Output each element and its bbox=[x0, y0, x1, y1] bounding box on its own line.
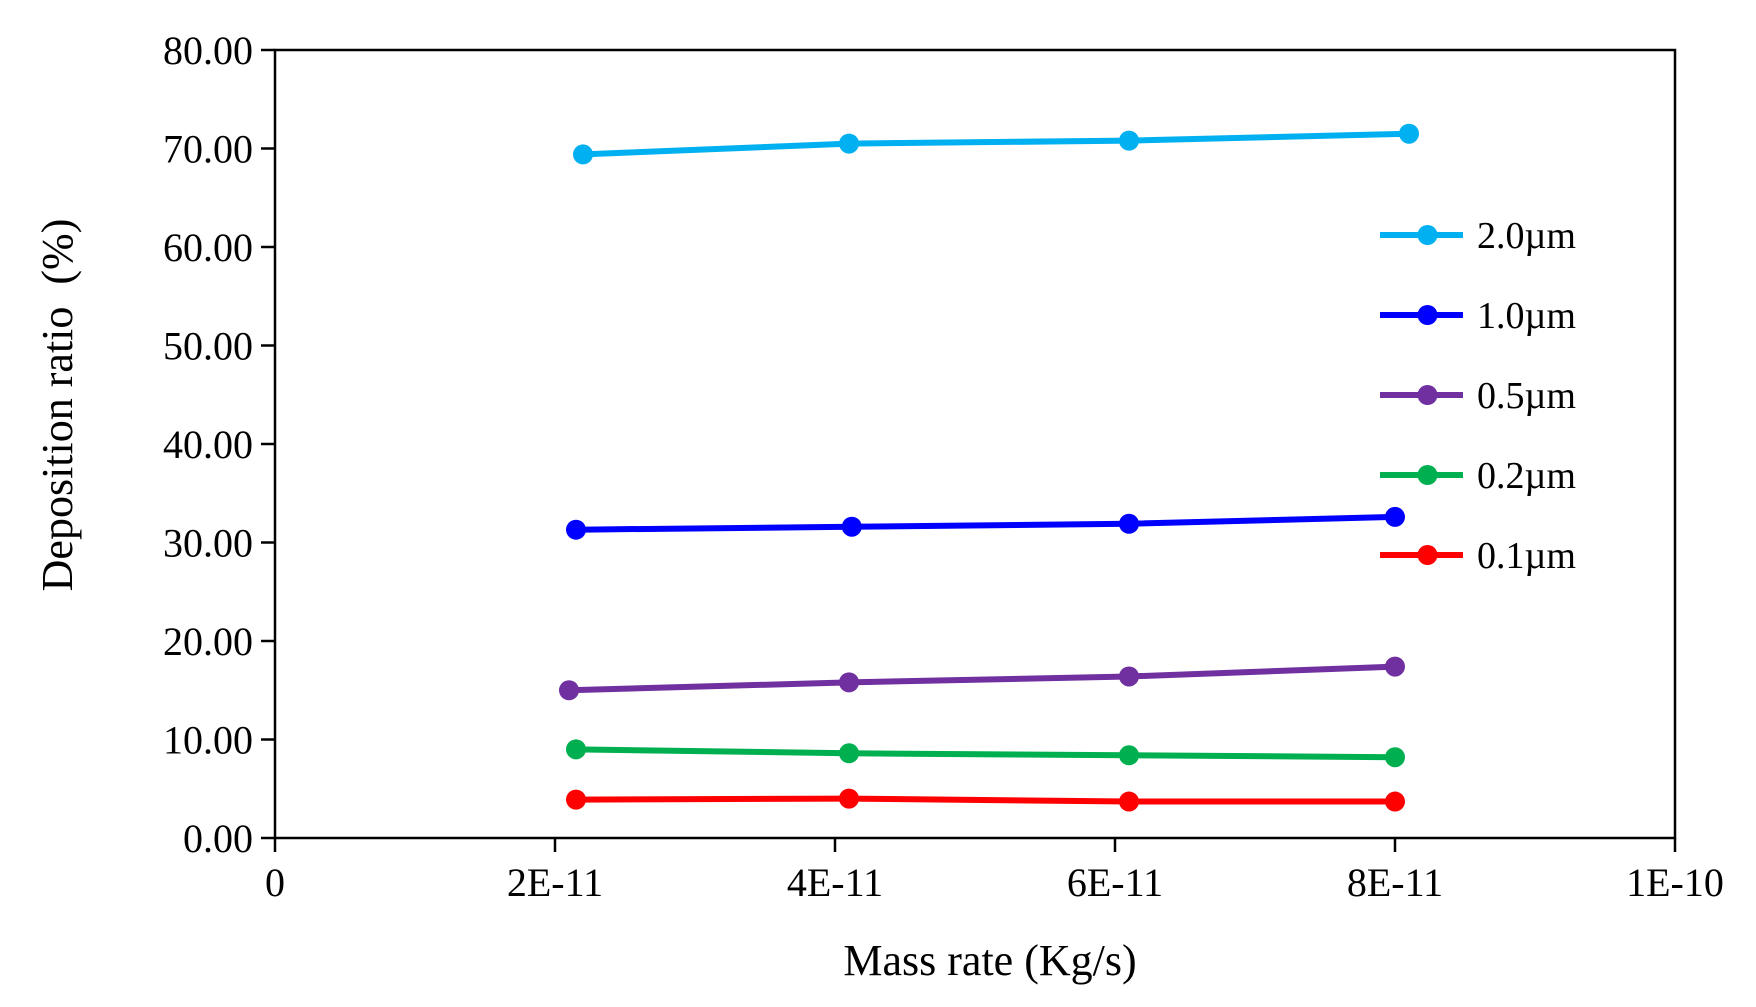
data-point bbox=[839, 672, 859, 693]
data-point bbox=[839, 788, 859, 809]
data-point bbox=[566, 519, 586, 540]
data-point bbox=[1399, 123, 1419, 144]
legend-marker bbox=[1417, 225, 1438, 245]
series-0 bbox=[573, 123, 1419, 165]
legend-marker bbox=[1417, 305, 1438, 325]
legend: 2.0µm 1.0µm 0.5µm 0.2µm 0.1µm bbox=[1380, 215, 1576, 577]
data-point bbox=[566, 789, 586, 810]
legend-item: 0.1µm bbox=[1380, 535, 1576, 577]
axes: 0.00 10.00 20.00 30.00 40.00 50.00 60.00 70.00 8… bbox=[163, 28, 1724, 905]
data-point bbox=[839, 133, 859, 154]
data-point bbox=[1385, 656, 1405, 677]
y-axis-title: Deposition ratio (%) bbox=[33, 219, 82, 592]
data-point bbox=[1119, 666, 1139, 687]
legend-marker bbox=[1417, 545, 1438, 565]
data-point bbox=[573, 144, 593, 165]
legend-label: 0.2µm bbox=[1477, 455, 1576, 497]
legend-marker bbox=[1417, 385, 1438, 405]
y-tick-label: 60.00 bbox=[163, 225, 253, 270]
data-point bbox=[841, 516, 862, 537]
series-layer bbox=[559, 123, 1419, 812]
series-line bbox=[568, 663, 1396, 694]
series-line bbox=[582, 130, 1410, 158]
data-point bbox=[1119, 130, 1139, 151]
legend-label: 0.5µm bbox=[1477, 375, 1576, 417]
data-point bbox=[559, 680, 579, 701]
data-point bbox=[1385, 506, 1405, 527]
legend-item: 0.2µm bbox=[1380, 455, 1576, 497]
data-point bbox=[1119, 745, 1139, 766]
series-4 bbox=[566, 788, 1405, 812]
series-line bbox=[575, 513, 1396, 533]
series-1 bbox=[566, 506, 1405, 540]
y-tick-label: 80.00 bbox=[163, 28, 253, 73]
data-point bbox=[839, 743, 859, 764]
legend-label: 2.0µm bbox=[1477, 215, 1576, 257]
y-tick-label: 40.00 bbox=[163, 422, 253, 467]
legend-item: 2.0µm bbox=[1380, 215, 1576, 257]
x-tick-label: 8E-11 bbox=[1347, 860, 1443, 905]
legend-label: 0.1µm bbox=[1477, 535, 1576, 577]
data-point bbox=[1119, 791, 1139, 812]
y-tick-label: 70.00 bbox=[163, 127, 253, 172]
series-line bbox=[575, 795, 1395, 805]
y-tick-label: 10.00 bbox=[163, 718, 253, 763]
x-tick-label: 4E-11 bbox=[787, 860, 883, 905]
data-point bbox=[1385, 747, 1405, 768]
x-tick-label: 2E-11 bbox=[507, 860, 603, 905]
series-line bbox=[575, 746, 1396, 761]
data-point bbox=[566, 739, 586, 760]
x-tick-label: 6E-11 bbox=[1067, 860, 1163, 905]
series-3 bbox=[566, 739, 1405, 768]
x-tick-label: 1E-10 bbox=[1626, 860, 1724, 905]
plot-area bbox=[273, 48, 1677, 840]
y-tick-label: 50.00 bbox=[163, 324, 253, 369]
x-tick-label: 0 bbox=[265, 860, 285, 905]
data-point bbox=[1385, 791, 1405, 812]
legend-marker bbox=[1417, 465, 1438, 485]
y-tick-label: 0.00 bbox=[183, 816, 253, 861]
data-point bbox=[1119, 513, 1139, 534]
series-2 bbox=[559, 656, 1405, 701]
legend-label: 1.0µm bbox=[1477, 295, 1576, 337]
legend-item: 0.5µm bbox=[1380, 375, 1576, 417]
y-tick-label: 20.00 bbox=[163, 619, 253, 664]
y-tick-label: 30.00 bbox=[163, 521, 253, 566]
legend-item: 1.0µm bbox=[1380, 295, 1576, 337]
x-axis-title: Mass rate (Kg/s) bbox=[843, 936, 1136, 985]
